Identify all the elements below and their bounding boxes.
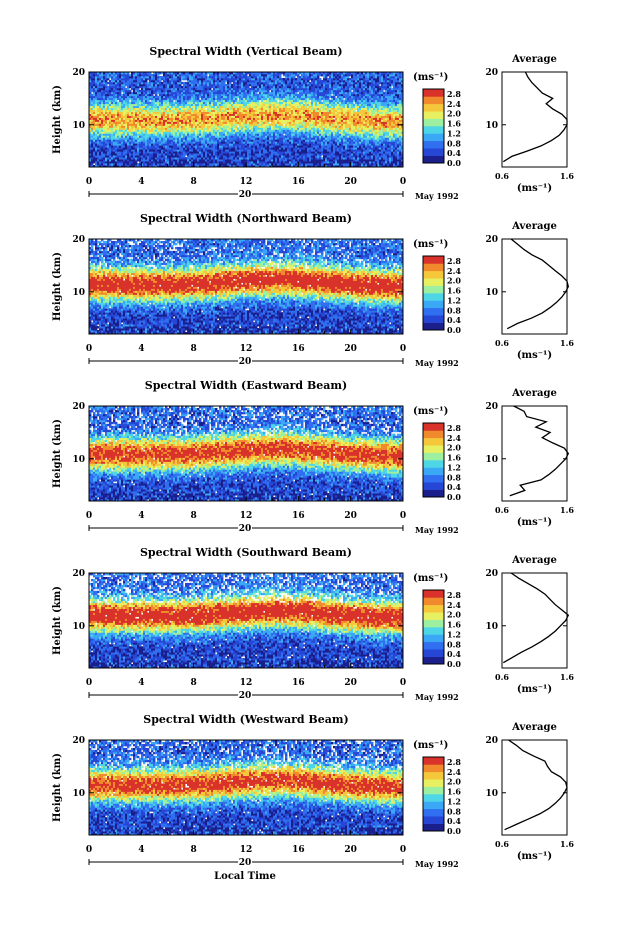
- spectral-width-figure: Spectral Width (Vertical Beam)2010Height…: [0, 0, 622, 929]
- panel-title: Spectral Width (Vertical Beam): [149, 45, 342, 58]
- panel-1: Spectral Width (Vertical Beam)2010Height…: [52, 45, 574, 201]
- heatmap-field: [89, 72, 403, 167]
